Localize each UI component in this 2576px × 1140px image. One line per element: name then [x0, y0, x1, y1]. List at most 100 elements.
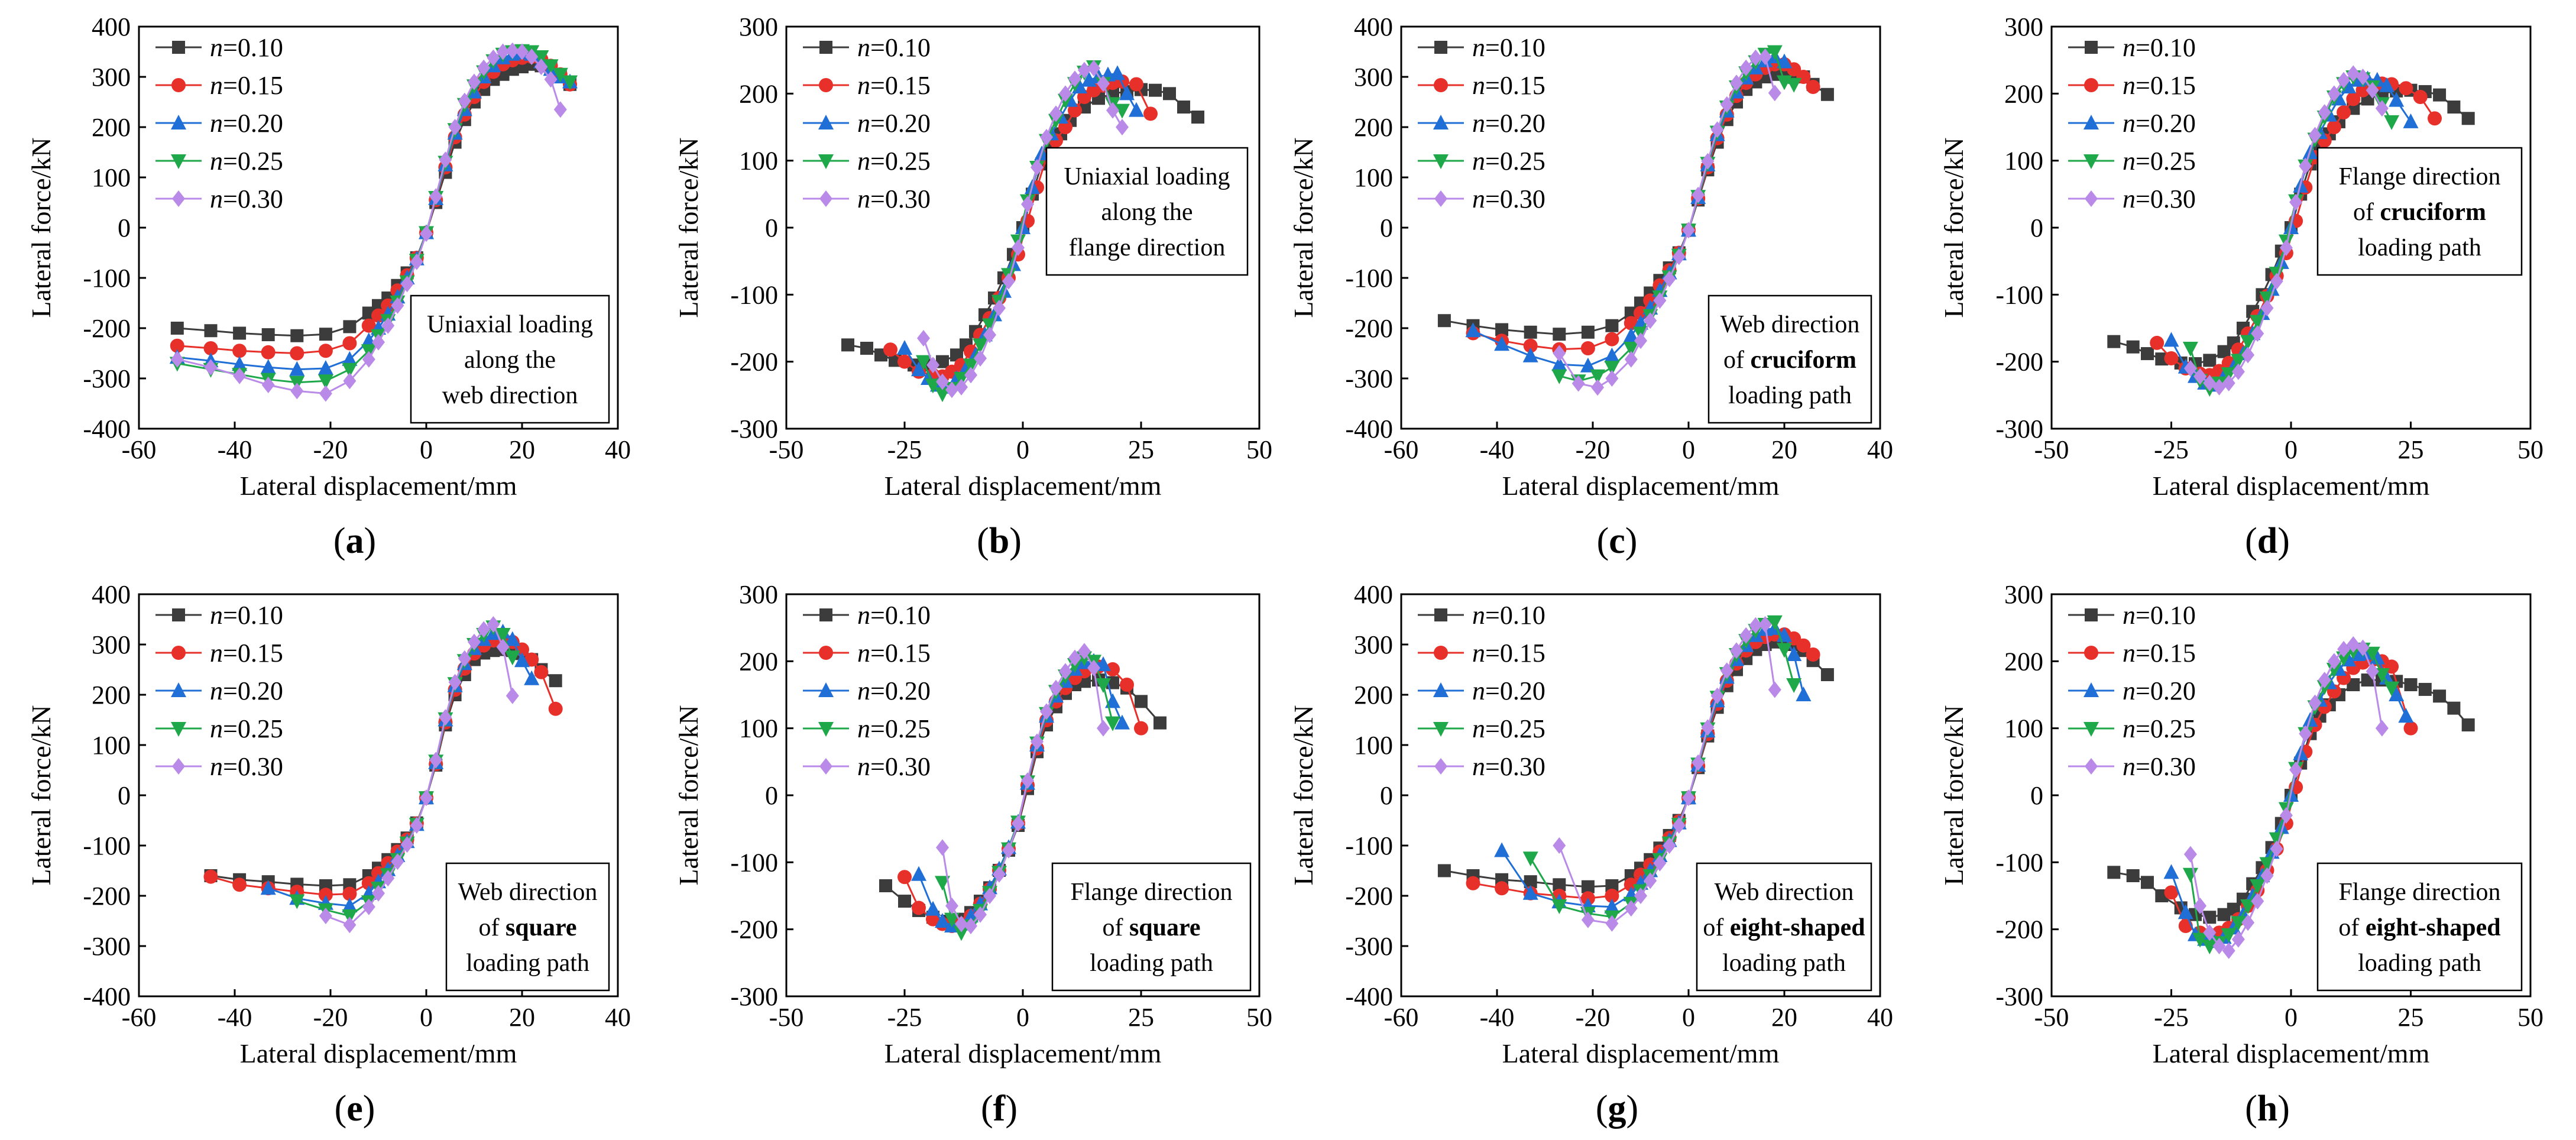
data-point — [400, 836, 414, 853]
legend-marker — [1433, 722, 1449, 737]
data-point — [170, 351, 184, 368]
series-n-0.30 — [917, 60, 1129, 399]
data-point — [1692, 186, 1705, 203]
data-point — [1494, 336, 1510, 351]
data-point — [2398, 708, 2414, 723]
data-point — [2126, 340, 2140, 354]
y-tick-label: -300 — [1995, 982, 2043, 1011]
data-point — [1495, 881, 1509, 896]
data-point — [898, 895, 911, 908]
y-tick-label: 400 — [1354, 12, 1393, 41]
data-point — [1522, 851, 1538, 867]
data-point — [2337, 72, 2351, 89]
data-point — [1551, 899, 1567, 914]
data-point — [993, 300, 1006, 316]
data-point — [1605, 370, 1619, 387]
y-tick-label: 0 — [1380, 781, 1393, 810]
series-n-0.30 — [1553, 616, 1781, 932]
y-tick-label: 400 — [92, 12, 131, 41]
x-tick-label: 25 — [1128, 1003, 1154, 1032]
y-tick-label: 400 — [92, 580, 131, 609]
x-tick-label: -25 — [2154, 1003, 2189, 1032]
legend-label: n=0.10 — [1472, 601, 1545, 630]
data-point — [883, 342, 897, 357]
data-point — [897, 870, 912, 885]
series-n-0.30 — [1553, 48, 1781, 396]
y-tick-label: 100 — [1354, 731, 1393, 760]
data-point — [448, 119, 462, 135]
annotation-line: of square — [1102, 914, 1200, 941]
y-tick-label: -400 — [83, 414, 131, 443]
data-point — [2203, 911, 2217, 924]
data-point — [439, 151, 452, 169]
data-point — [1049, 679, 1062, 697]
data-point — [232, 344, 247, 358]
y-tick-label: 0 — [2030, 213, 2043, 242]
data-point — [1605, 889, 1619, 903]
data-point — [544, 71, 558, 88]
data-point — [935, 913, 950, 928]
data-point — [1031, 159, 1044, 176]
x-axis-title: Lateral displacement/mm — [884, 1038, 1162, 1068]
data-point — [506, 42, 519, 59]
data-point — [1087, 60, 1100, 77]
data-point — [1466, 876, 1480, 890]
annotation-line: of square — [478, 914, 576, 941]
x-tick-label: 40 — [605, 1003, 631, 1032]
legend-marker — [1433, 154, 1449, 169]
legend-marker — [171, 722, 186, 737]
data-point — [400, 276, 414, 293]
data-point — [983, 888, 996, 904]
data-point — [1581, 880, 1595, 893]
data-point — [936, 373, 949, 390]
x-tick-label: -25 — [887, 1003, 922, 1032]
data-point — [2347, 636, 2360, 653]
legend-marker — [2085, 190, 2098, 207]
data-point — [1163, 87, 1176, 101]
legend-marker — [819, 608, 832, 621]
data-point — [2318, 672, 2331, 689]
data-point — [203, 869, 218, 884]
data-point — [1605, 319, 1619, 332]
x-tick-label: 25 — [1128, 435, 1154, 464]
panel-label: (g) — [1596, 1089, 1638, 1129]
legend-label: n=0.15 — [1472, 639, 1545, 668]
legend-marker — [819, 41, 832, 54]
data-point — [458, 92, 471, 109]
annotation-frame — [2316, 147, 2523, 276]
data-point — [420, 789, 433, 807]
data-point — [2163, 332, 2179, 347]
data-point — [317, 360, 333, 375]
data-point — [2270, 273, 2283, 290]
legend-marker — [1434, 758, 1447, 775]
data-point — [2289, 761, 2303, 778]
data-point — [2308, 694, 2322, 711]
y-tick-label: 300 — [1354, 63, 1393, 92]
x-tick-label: 0 — [1682, 435, 1695, 464]
data-point — [448, 673, 462, 691]
annotation-line: loading path — [1728, 382, 1852, 409]
legend-marker — [2084, 722, 2099, 737]
data-point — [2260, 300, 2274, 316]
data-point — [993, 866, 1006, 883]
data-point — [1078, 61, 1091, 79]
data-point — [562, 75, 578, 90]
legend-label: n=0.30 — [210, 184, 283, 213]
y-tick-label: -200 — [1995, 915, 2043, 944]
y-tick-label: 200 — [2004, 647, 2043, 676]
data-point — [1777, 643, 1792, 658]
legend-marker — [819, 646, 833, 660]
annotation-line: loading path — [2358, 234, 2481, 261]
data-point — [1820, 668, 1834, 681]
y-tick-label: -300 — [1345, 932, 1393, 961]
annotation-line: Uniaxial loading — [427, 311, 593, 338]
data-point — [2192, 932, 2208, 948]
data-point — [2222, 942, 2235, 959]
x-tick-label: -60 — [1384, 1003, 1419, 1032]
annotation-line: of eight-shaped — [2338, 914, 2500, 941]
legend-label: n=0.10 — [857, 601, 931, 630]
data-point — [1623, 327, 1639, 342]
data-point — [1768, 85, 1781, 102]
y-tick-label: -300 — [83, 932, 131, 961]
